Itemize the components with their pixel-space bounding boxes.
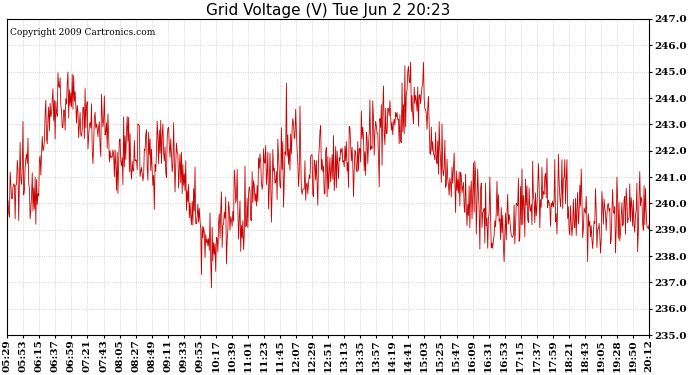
- Title: Grid Voltage (V) Tue Jun 2 20:23: Grid Voltage (V) Tue Jun 2 20:23: [206, 3, 451, 18]
- Text: Copyright 2009 Cartronics.com: Copyright 2009 Cartronics.com: [10, 28, 156, 38]
